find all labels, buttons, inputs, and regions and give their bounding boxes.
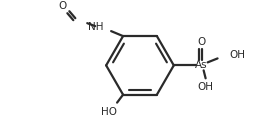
Text: HO: HO bbox=[101, 107, 117, 117]
Text: OH: OH bbox=[198, 82, 214, 92]
Text: As: As bbox=[195, 60, 208, 70]
Text: O: O bbox=[198, 36, 206, 46]
Text: O: O bbox=[58, 1, 66, 11]
Text: OH: OH bbox=[229, 50, 245, 60]
Text: NH: NH bbox=[88, 22, 103, 32]
